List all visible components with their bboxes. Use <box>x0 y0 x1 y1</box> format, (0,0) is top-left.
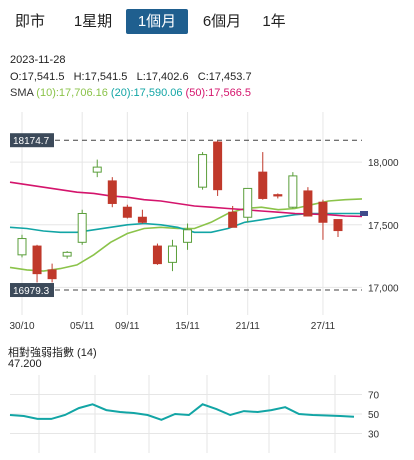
sma-legend: SMA (10):17,706.16 (20):17,590.06 (50):1… <box>10 87 251 99</box>
x-tick-label: 05/11 <box>70 321 95 332</box>
candle-body <box>183 229 193 243</box>
rsi-y-tick-label: 50 <box>368 410 380 421</box>
timeframe-tabs: 即市 1星期 1個月 6個月 1年 <box>0 0 414 42</box>
candle-body <box>62 251 72 257</box>
candle-body <box>303 190 313 217</box>
ref-high-label: 18174.7 <box>13 136 50 147</box>
candle-body <box>107 180 117 204</box>
rsi-line <box>9 403 355 421</box>
sma10-legend: (10):17,706.16 <box>36 87 108 99</box>
quote-ohlc: O:17,541.5 H:17,541.5 L:17,402.6 C:17,45… <box>10 71 252 83</box>
candle-body <box>77 212 87 243</box>
rsi-title: 相對強弱指數 (14) <box>8 347 97 359</box>
last-value-marker <box>360 210 368 216</box>
y-tick-label: 18,000 <box>368 158 399 169</box>
tab-1-month[interactable]: 1個月 <box>126 9 188 34</box>
x-tick-label: 27/11 <box>311 321 336 332</box>
ref-low-label-bg <box>10 283 54 298</box>
ref-low-label: 16979.3 <box>13 286 50 297</box>
candle-body <box>333 219 343 232</box>
candle-body <box>213 141 223 191</box>
candle-body <box>273 194 283 197</box>
sma-label: SMA <box>10 87 34 99</box>
candle-body <box>32 245 42 275</box>
tab-6-months[interactable]: 6個月 <box>202 13 242 30</box>
candle-body <box>243 187 253 218</box>
candle-body <box>92 166 102 173</box>
candle-body <box>17 238 27 256</box>
sma50-line <box>9 181 363 218</box>
candle-body <box>122 206 132 218</box>
tab-intraday[interactable]: 即市 <box>14 13 45 30</box>
y-tick-label: 17,500 <box>368 221 399 232</box>
candle-body <box>288 175 298 208</box>
tab-1-week[interactable]: 1星期 <box>73 13 113 30</box>
x-tick-label: 30/10 <box>9 321 34 332</box>
tab-1-year[interactable]: 1年 <box>262 13 286 30</box>
sma50-legend: (50):17,566.5 <box>185 87 251 99</box>
y-tick-label: 17,000 <box>368 283 399 294</box>
candle-body <box>258 171 268 199</box>
candle-body <box>318 201 328 223</box>
candle-body <box>198 154 208 188</box>
sma20-legend: (20):17,590.06 <box>110 87 183 99</box>
rsi-y-tick-label: 30 <box>368 430 380 441</box>
candle-body <box>152 245 162 265</box>
candle-body <box>167 245 177 263</box>
x-tick-label: 21/11 <box>236 321 261 332</box>
x-tick-label: 09/11 <box>115 321 140 332</box>
sma10-line <box>9 198 363 272</box>
rsi-value: 47.200 <box>8 358 42 370</box>
quote-date: 2023-11-28 <box>10 54 66 66</box>
rsi-chart: 70 50 30 <box>9 375 380 453</box>
x-tick-label: 15/11 <box>175 321 200 332</box>
rsi-y-tick-label: 70 <box>368 391 380 402</box>
price-chart: 18174.7 16979.3 18,000 17,500 17,000 30/10 05… <box>9 112 399 332</box>
candle-body <box>137 216 147 223</box>
ref-high-label-bg <box>10 133 54 148</box>
candle-body <box>228 211 238 228</box>
candle-body <box>47 269 57 280</box>
